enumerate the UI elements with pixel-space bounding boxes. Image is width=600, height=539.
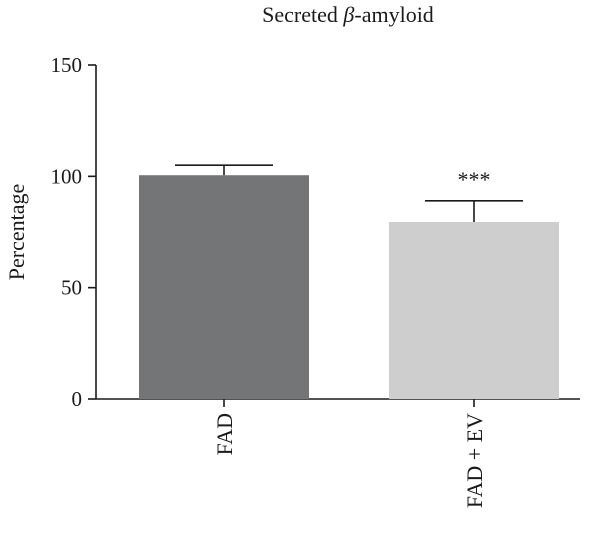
y-tick-label: 100: [51, 164, 83, 188]
x-tick-label: FAD: [212, 413, 237, 455]
bar: [389, 221, 559, 399]
bar: [139, 175, 309, 399]
chart-title: Secreted β-amyloid: [262, 2, 434, 27]
plot-area: 0 50 100 150 FAD FAD + EV ***: [51, 53, 580, 508]
x-tick-label: FAD + EV: [462, 413, 487, 508]
significance-annotation: ***: [458, 167, 491, 192]
y-tick-label: 0: [72, 387, 83, 411]
y-tick-label: 150: [51, 53, 83, 77]
y-tick-label: 50: [61, 276, 82, 300]
y-axis-label: Percentage: [4, 184, 29, 281]
